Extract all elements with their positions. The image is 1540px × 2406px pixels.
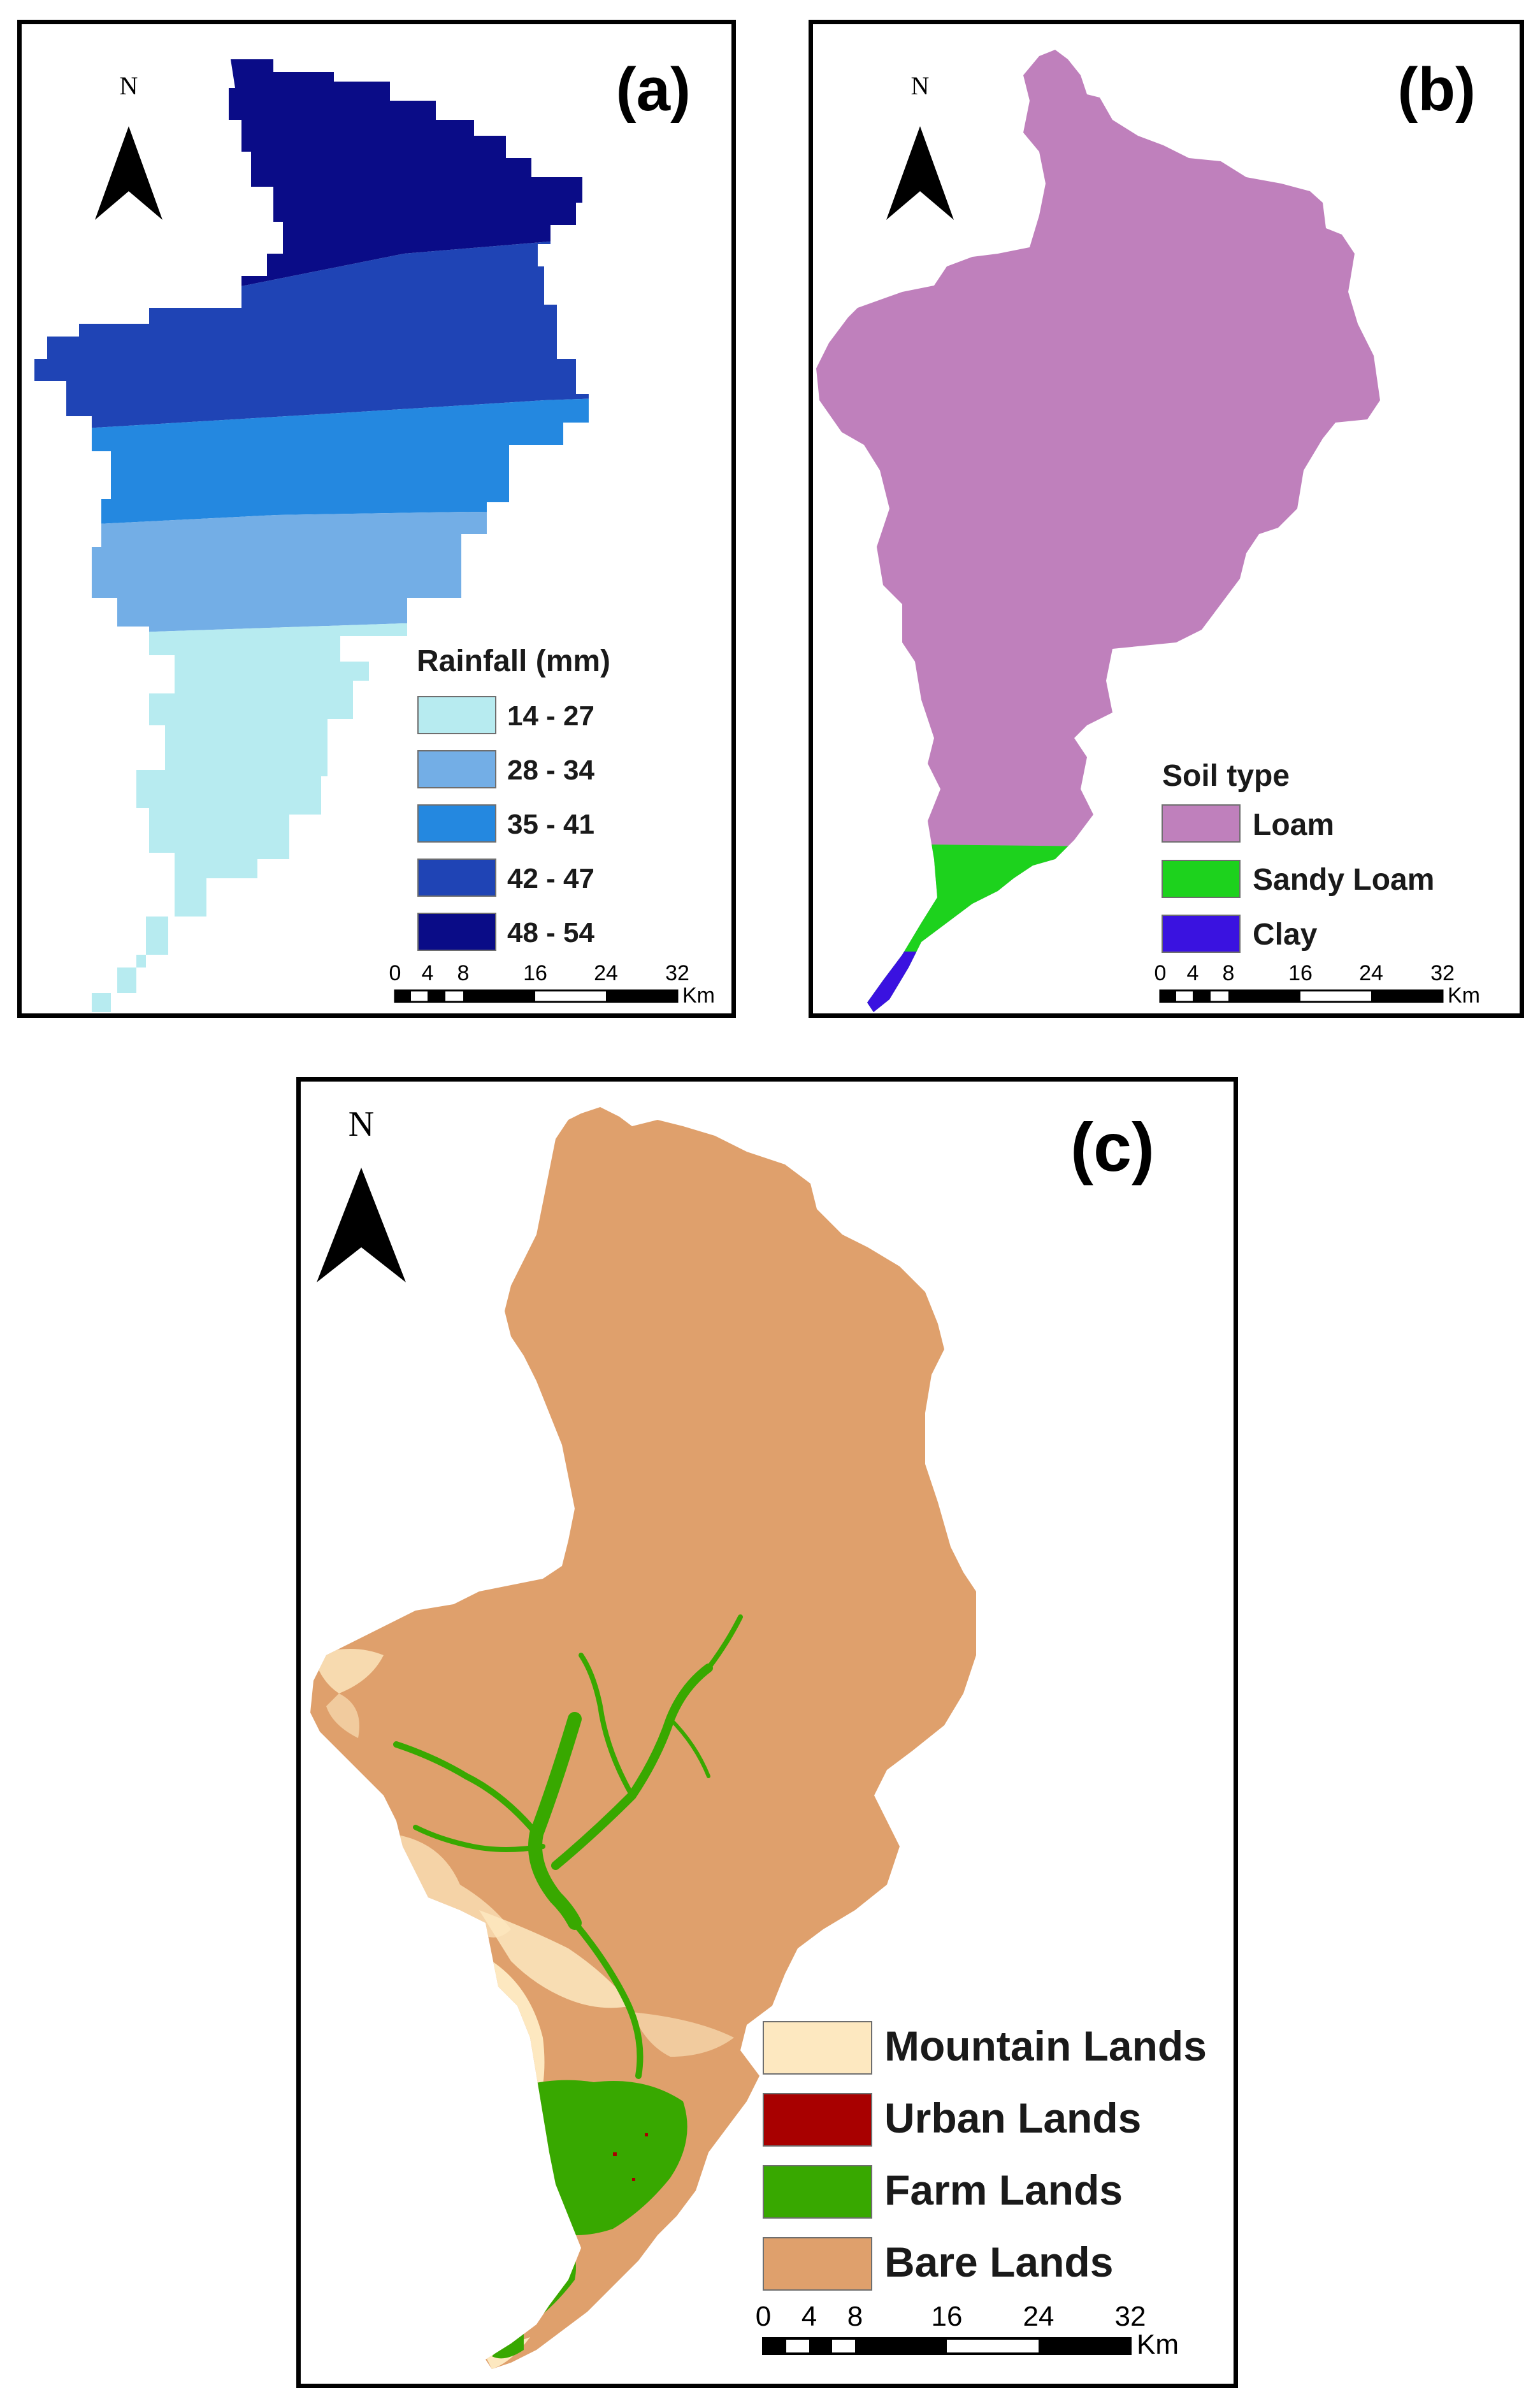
swatch xyxy=(417,804,496,843)
legend-item: Urban Lands xyxy=(763,2093,1141,2147)
legend-label: 48 - 54 xyxy=(507,917,595,948)
zone-14-27 xyxy=(34,623,589,1012)
scale-tick: 24 xyxy=(594,961,618,985)
scale-tick: 16 xyxy=(1288,961,1313,985)
legend-label: 35 - 41 xyxy=(507,809,594,840)
scale-tick: 24 xyxy=(1023,2301,1054,2332)
svg-text:N: N xyxy=(911,71,930,100)
panel-soil-map: N (b) Soil type Loam Sandy Loam Clay 0 4… xyxy=(809,20,1524,1018)
landuse-map-canvas: N (c) Mountain Lands Urban Lands Farm La… xyxy=(310,1105,1207,2369)
zone-urban-lands xyxy=(613,2133,648,2181)
legend-item: Sandy Loam xyxy=(1162,860,1434,898)
legend-label: Mountain Lands xyxy=(884,2022,1207,2069)
scale-tick: 32 xyxy=(1430,961,1455,985)
scale-bar: 0 4 8 16 24 32 Km xyxy=(389,961,715,1008)
scale-unit: Km xyxy=(1448,983,1480,1008)
swatch xyxy=(417,859,496,897)
rainfall-map-canvas: N (a) Rainfall (mm) 14 - 27 28 - 34 35 -… xyxy=(34,55,715,1012)
legend-label: 14 - 27 xyxy=(507,700,594,732)
swatch xyxy=(417,913,496,951)
zone-28-34 xyxy=(34,512,589,636)
scale-bar: 0 4 8 16 24 32 Km xyxy=(1155,961,1480,1008)
legend-label: Loam xyxy=(1253,808,1334,842)
legend-title: Soil type xyxy=(1162,759,1290,793)
legend-label: Urban Lands xyxy=(884,2094,1141,2141)
scale-tick: 4 xyxy=(422,961,434,985)
scale-tick: 8 xyxy=(1223,961,1235,985)
scale-tick: 8 xyxy=(457,961,470,985)
legend-item: 42 - 47 xyxy=(417,859,594,897)
panel-label: (a) xyxy=(616,55,691,124)
legend-label: 28 - 34 xyxy=(507,755,595,786)
scale-tick: 16 xyxy=(523,961,547,985)
scale-tick: 0 xyxy=(389,961,401,985)
panel-rainfall-map: N (a) Rainfall (mm) 14 - 27 28 - 34 35 -… xyxy=(17,20,736,1018)
scale-tick: 16 xyxy=(932,2301,963,2332)
legend-item: Farm Lands xyxy=(763,2165,1123,2219)
legend-item: 14 - 27 xyxy=(417,696,594,734)
svg-text:N: N xyxy=(120,71,138,100)
scale-unit: Km xyxy=(1137,2329,1179,2360)
zone-farm-lands xyxy=(393,1614,743,2079)
legend-item: 48 - 54 xyxy=(417,913,595,951)
swatch xyxy=(1162,804,1241,843)
north-arrow-icon: N xyxy=(317,1105,406,1282)
legend-title: Rainfall (mm) xyxy=(417,644,610,678)
legend-label: Clay xyxy=(1253,918,1318,952)
scale-bar: 0 4 8 16 24 32 Km xyxy=(756,2301,1179,2360)
swatch xyxy=(763,2165,872,2219)
panel-landuse-map: N (c) Mountain Lands Urban Lands Farm La… xyxy=(296,1077,1238,2388)
legend-item: Bare Lands xyxy=(763,2237,1113,2291)
swatch xyxy=(417,696,496,734)
scale-tick: 8 xyxy=(847,2301,863,2332)
legend-item: 35 - 41 xyxy=(417,804,594,843)
north-arrow-icon: N xyxy=(886,71,954,220)
legend-item: Loam xyxy=(1162,804,1334,843)
swatch xyxy=(1162,915,1241,953)
legend: Mountain Lands Urban Lands Farm Lands Ba… xyxy=(763,2021,1207,2291)
legend-label: 42 - 47 xyxy=(507,863,594,894)
legend-label: Bare Lands xyxy=(884,2238,1113,2286)
zone-clay xyxy=(816,952,1380,1012)
swatch xyxy=(763,2021,872,2075)
swatch xyxy=(1162,860,1241,898)
legend-item: 28 - 34 xyxy=(417,750,595,788)
swatch xyxy=(763,2237,872,2291)
panel-label: (c) xyxy=(1070,1108,1155,1185)
legend-label: Farm Lands xyxy=(884,2166,1123,2214)
scale-tick: 4 xyxy=(802,2301,817,2332)
svg-text:N: N xyxy=(349,1105,374,1144)
scale-tick: 32 xyxy=(665,961,689,985)
panel-label: (b) xyxy=(1397,55,1476,124)
swatch xyxy=(763,2093,872,2147)
scale-tick: 0 xyxy=(1155,961,1167,985)
scale-tick: 32 xyxy=(1115,2301,1146,2332)
scale-tick: 0 xyxy=(756,2301,771,2332)
legend-label: Sandy Loam xyxy=(1253,863,1434,897)
legend-item: Mountain Lands xyxy=(763,2021,1207,2075)
swatch xyxy=(417,750,496,788)
legend: Rainfall (mm) 14 - 27 28 - 34 35 - 41 42… xyxy=(417,644,610,951)
scale-tick: 4 xyxy=(1187,961,1199,985)
soil-map-canvas: N (b) Soil type Loam Sandy Loam Clay 0 4… xyxy=(816,50,1480,1012)
legend: Soil type Loam Sandy Loam Clay xyxy=(1162,759,1434,953)
north-arrow-icon: N xyxy=(95,71,162,220)
scale-unit: Km xyxy=(682,983,715,1008)
legend-item: Clay xyxy=(1162,915,1318,953)
scale-tick: 24 xyxy=(1359,961,1383,985)
